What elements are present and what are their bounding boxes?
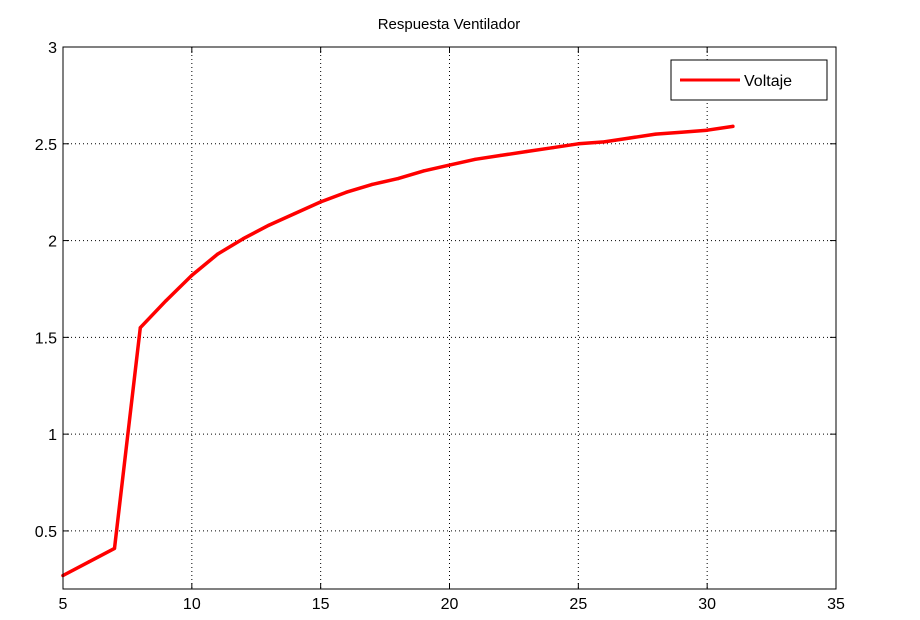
x-tick-label: 15 bbox=[312, 596, 330, 613]
data-point bbox=[705, 128, 709, 132]
data-point bbox=[138, 326, 142, 330]
data-point bbox=[319, 200, 323, 204]
grid-layer bbox=[63, 47, 836, 589]
data-point bbox=[576, 142, 580, 146]
tick-layer: 5 10 15 20 25 30 35 0.5 1 1.5 2 2.5 3 bbox=[35, 40, 845, 613]
data-point bbox=[164, 299, 168, 303]
data-point bbox=[447, 163, 452, 167]
data-point bbox=[370, 182, 374, 186]
series-layer bbox=[61, 124, 735, 578]
data-point bbox=[525, 149, 529, 154]
x-tick-label: 10 bbox=[183, 596, 201, 613]
x-tick-label: 20 bbox=[441, 596, 459, 613]
x-tick-label: 5 bbox=[59, 596, 68, 613]
x-tick-label: 35 bbox=[827, 596, 845, 613]
plot-area bbox=[63, 47, 836, 589]
data-point bbox=[293, 211, 297, 216]
data-point bbox=[396, 177, 400, 181]
data-point bbox=[267, 223, 271, 227]
chart-title: Respuesta Ventilador bbox=[378, 16, 521, 33]
y-tick-label: 1.5 bbox=[35, 330, 57, 347]
data-point bbox=[654, 132, 658, 136]
data-point bbox=[628, 136, 632, 140]
legend-label-voltaje: Voltaje bbox=[744, 73, 792, 90]
data-point bbox=[602, 140, 606, 144]
data-point bbox=[422, 169, 426, 173]
data-point bbox=[87, 560, 91, 564]
y-tick-label: 3 bbox=[48, 40, 57, 57]
data-point bbox=[190, 273, 194, 277]
data-point bbox=[499, 153, 503, 157]
x-tick-label: 30 bbox=[698, 596, 716, 613]
data-point bbox=[731, 124, 735, 128]
legend: Voltaje bbox=[670, 59, 828, 101]
data-point bbox=[344, 190, 348, 194]
data-point bbox=[112, 546, 117, 551]
data-point bbox=[216, 252, 220, 256]
data-point bbox=[241, 237, 245, 241]
x-tick-label: 25 bbox=[569, 596, 587, 613]
data-point bbox=[473, 157, 477, 161]
y-tick-label: 0.5 bbox=[35, 524, 57, 541]
data-point bbox=[679, 130, 684, 134]
y-tick-label: 1 bbox=[48, 427, 57, 444]
y-tick-label: 2 bbox=[48, 234, 57, 251]
y-tick-label: 2.5 bbox=[35, 137, 57, 154]
data-point bbox=[551, 146, 555, 150]
